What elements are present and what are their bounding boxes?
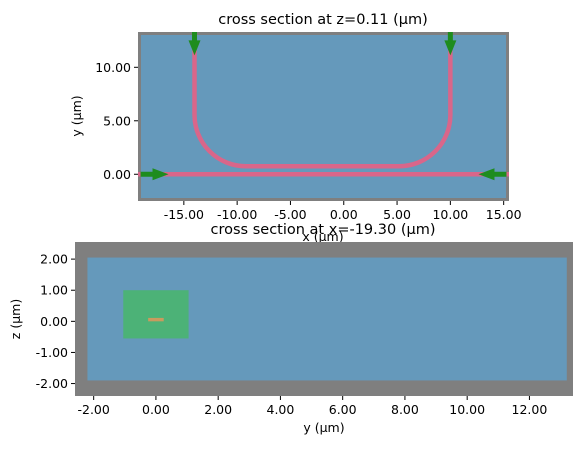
top-x-tick-label: 15.00 (486, 207, 522, 222)
bottom-x-tick-label: 8.00 (391, 402, 419, 417)
bottom-x-tick-label: 6.00 (329, 402, 357, 417)
top-x-tick-label: 0.00 (330, 207, 358, 222)
top-y-tick-label: 5.00 (103, 113, 131, 128)
bottom-plot-waveguide-core (148, 317, 164, 322)
bottom-y-tick-label: -1.00 (36, 345, 68, 360)
bottom-y-tick-label: 0.00 (40, 314, 68, 329)
port-top-left-arrow (188, 32, 201, 56)
bottom-x-tick-label: -2.00 (78, 402, 110, 417)
top-x-tick-label: -5.00 (274, 207, 306, 222)
port-right-arrow (478, 168, 507, 181)
bottom-plot-title: cross section at x=-19.30 (μm) (211, 222, 436, 238)
bottom-x-tick-label: 2.00 (204, 402, 232, 417)
bottom-plot-x-axis-label: y (μm) (303, 420, 344, 435)
top-cross-section-plot: cross section at z=0.11 (μm) -15.00 -10.0… (69, 12, 522, 244)
top-y-tick-label: 0.00 (103, 167, 131, 182)
bottom-plot-y-axis-label: z (μm) (8, 299, 23, 339)
top-plot-y-axis-label: y (μm) (69, 95, 84, 136)
bottom-x-tick-label: 0.00 (142, 402, 170, 417)
top-y-tick-label: 10.00 (95, 60, 131, 75)
bottom-plot-source-region (123, 290, 189, 339)
top-plot-bend-waveguide (192, 32, 453, 169)
port-left-arrow (140, 168, 169, 181)
top-x-tick-label: -15.00 (164, 207, 204, 222)
bottom-x-tick-label: 10.00 (449, 402, 485, 417)
top-x-tick-label: -10.00 (217, 207, 257, 222)
bottom-y-tick-label: -2.00 (36, 376, 68, 391)
bottom-y-tick-label: 2.00 (40, 252, 68, 267)
top-plot-title: cross section at z=0.11 (μm) (218, 12, 428, 28)
top-x-tick-label: 10.00 (432, 207, 468, 222)
port-top-right-arrow (444, 32, 457, 56)
bottom-x-tick-label: 12.00 (512, 402, 548, 417)
top-x-tick-label: 5.00 (383, 207, 411, 222)
bottom-cross-section-plot: cross section at x=-19.30 (μm) -2.00 0.00… (8, 222, 573, 435)
top-plot-x-axis-label: x (μm) (302, 229, 343, 244)
bottom-y-tick-label: 1.00 (40, 283, 68, 298)
bottom-x-tick-label: 4.00 (267, 402, 295, 417)
top-plot-background-medium (141, 35, 506, 198)
